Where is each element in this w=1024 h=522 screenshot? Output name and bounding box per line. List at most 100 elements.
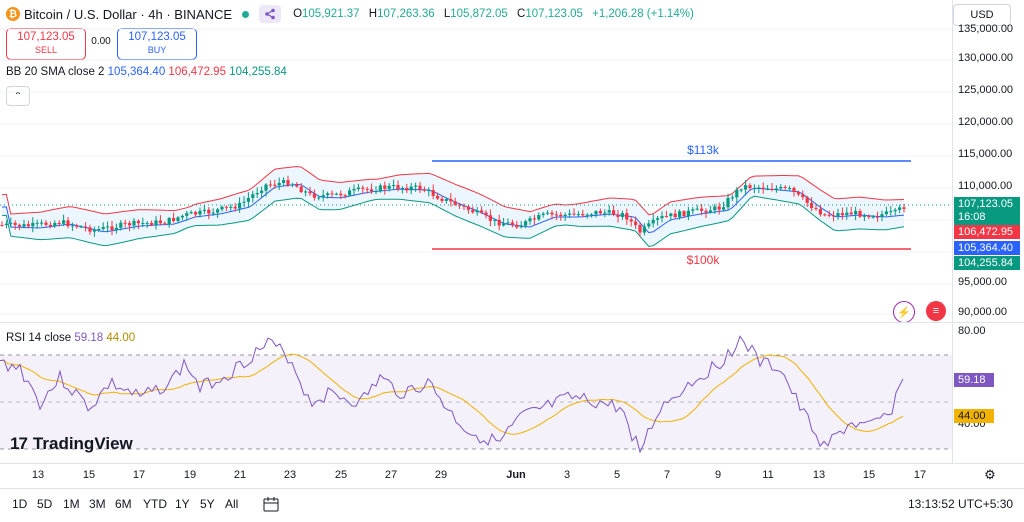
pane-divider[interactable] xyxy=(0,322,1024,323)
candle-body xyxy=(216,209,220,213)
range-button-3m[interactable]: 3M xyxy=(89,497,106,511)
bollinger-legend[interactable]: BB 20 SMA close 2 105,364.40 106,472.95 … xyxy=(6,66,287,78)
candle-body xyxy=(572,213,576,215)
range-button-1d[interactable]: 1D xyxy=(12,497,28,511)
candle-body xyxy=(238,202,242,209)
candle-body xyxy=(334,193,338,195)
candle-body xyxy=(185,213,189,216)
candle-body xyxy=(352,188,356,191)
candle-body xyxy=(114,227,118,230)
settings-gear-icon[interactable]: ⚙ xyxy=(984,467,996,482)
range-button-1m[interactable]: 1M xyxy=(63,497,80,511)
candle-body xyxy=(255,192,259,195)
ohlc-readout: O105,921.37 H107,263.36 L105,872.05 C107… xyxy=(293,8,694,20)
candle-body xyxy=(695,208,699,210)
candle-body xyxy=(88,227,92,232)
range-button-all[interactable]: All xyxy=(225,497,239,511)
bar-countdown: 16:08 xyxy=(958,211,986,223)
candle-body xyxy=(647,223,651,227)
candle-body xyxy=(409,186,413,191)
candle-body xyxy=(211,212,215,214)
candle-body xyxy=(664,216,668,218)
candle-body xyxy=(66,220,70,227)
range-button-ytd[interactable]: YTD xyxy=(143,497,167,511)
clock-readout[interactable]: 13:13:52 UTC+5:30 xyxy=(908,497,1014,511)
price-chart[interactable]: $113k $100k xyxy=(0,0,952,322)
candle-body xyxy=(22,224,26,227)
range-button-5y[interactable]: 5Y xyxy=(200,497,215,511)
rsi-ma-value: 44.00 xyxy=(106,332,136,344)
buy-price: 107,123.05 xyxy=(128,31,186,43)
candle-body xyxy=(202,209,206,211)
candle-body xyxy=(603,212,607,214)
candle-body xyxy=(840,213,844,216)
candle-body xyxy=(290,184,294,186)
candle-body xyxy=(739,189,743,191)
currency-selector[interactable]: USD xyxy=(953,4,1011,26)
time-tick: 13 xyxy=(31,469,45,481)
candle-body xyxy=(642,226,646,233)
calendar-icon[interactable] xyxy=(262,496,280,512)
candle-body xyxy=(53,222,57,227)
candle-body xyxy=(330,193,334,195)
candle-body xyxy=(876,216,880,218)
candle-body xyxy=(154,220,158,226)
candle-body xyxy=(845,212,849,216)
candle-body xyxy=(189,212,193,214)
rsi-axis[interactable] xyxy=(952,323,1024,463)
candle-body xyxy=(440,198,444,201)
rsi-chart[interactable] xyxy=(0,323,952,463)
candle-body xyxy=(616,214,620,217)
candle-body xyxy=(172,218,176,221)
candle-body xyxy=(502,223,506,226)
flag-icon[interactable]: ≡ xyxy=(926,301,946,321)
candle-body xyxy=(717,206,721,210)
time-tick: 23 xyxy=(283,469,297,481)
candle-body xyxy=(823,214,827,216)
time-tick: 29 xyxy=(434,469,448,481)
candle-body xyxy=(242,201,246,203)
bb-lower-axis-label: 104,255.84 xyxy=(954,256,1020,270)
candle-body xyxy=(101,227,105,230)
candle-body xyxy=(198,210,202,215)
candle-body xyxy=(31,222,35,227)
candle-body xyxy=(810,202,814,209)
candle-body xyxy=(524,221,528,226)
candle-body xyxy=(418,185,422,190)
range-button-5d[interactable]: 5D xyxy=(37,497,53,511)
time-tick: 27 xyxy=(384,469,398,481)
buy-label: BUY xyxy=(147,45,167,55)
time-tick: 17 xyxy=(913,469,927,481)
candle-body xyxy=(669,213,673,217)
lightning-icon[interactable]: ⚡ xyxy=(893,301,915,323)
time-tick: 11 xyxy=(762,469,774,481)
candle-body xyxy=(229,206,233,208)
candle-body xyxy=(106,226,110,228)
candle-body xyxy=(18,224,22,227)
candle-body xyxy=(361,187,365,189)
collapse-legend-button[interactable]: ⌃ xyxy=(6,86,30,106)
candle-body xyxy=(339,193,343,196)
candle-body xyxy=(541,213,545,216)
candle-body xyxy=(286,180,290,186)
price-tick: 115,000.00 xyxy=(958,148,1013,160)
candle-body xyxy=(35,222,39,224)
rsi-legend[interactable]: RSI 14 close 59.18 44.00 xyxy=(6,332,135,344)
candle-body xyxy=(726,198,730,208)
range-button-1y[interactable]: 1Y xyxy=(175,497,190,511)
tradingview-logo[interactable]: 17 TradingView xyxy=(10,434,133,454)
candle-body xyxy=(682,211,686,217)
range-button-6m[interactable]: 6M xyxy=(115,497,132,511)
share-button[interactable] xyxy=(259,5,282,23)
time-tick: 3 xyxy=(563,469,571,481)
candle-body xyxy=(220,206,224,210)
candle-body xyxy=(519,225,523,228)
price-axis[interactable] xyxy=(952,0,1024,322)
bb-basis-value: 105,364.40 xyxy=(107,66,166,78)
symbol-title[interactable]: Bitcoin / U.S. Dollar · 4h · BINANCE xyxy=(24,6,233,22)
candle-body xyxy=(295,184,299,187)
bb-lower-value: 104,255.84 xyxy=(229,66,287,78)
candle-body xyxy=(493,219,497,221)
candle-body xyxy=(70,225,74,227)
candle-body xyxy=(466,206,470,210)
